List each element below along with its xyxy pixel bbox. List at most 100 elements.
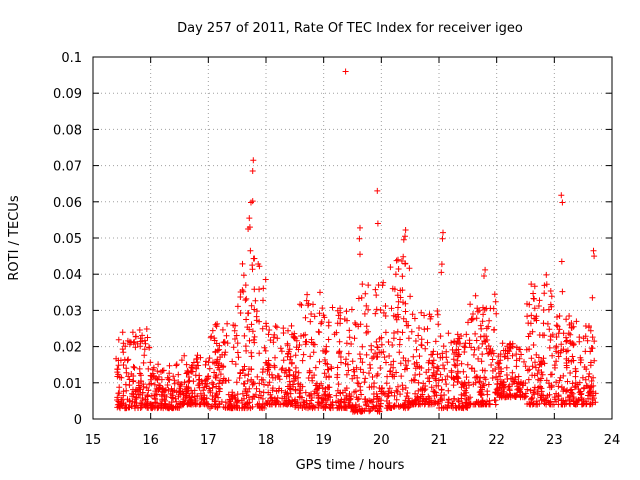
data-point	[216, 400, 223, 407]
data-point	[343, 340, 350, 347]
data-point	[445, 387, 452, 394]
data-point	[397, 360, 404, 367]
data-point	[537, 377, 544, 384]
y-axis-label: ROTI / TECUs	[7, 195, 22, 280]
data-point	[203, 376, 210, 383]
data-point	[458, 380, 465, 387]
x-axis-label: GPS time / hours	[296, 458, 405, 473]
axis-ticks	[92, 56, 613, 420]
data-point	[509, 352, 516, 359]
data-point	[260, 297, 266, 304]
data-point	[479, 318, 486, 325]
data-point	[430, 388, 437, 395]
data-point	[533, 351, 540, 358]
data-point	[249, 328, 256, 335]
data-point	[564, 337, 570, 344]
data-point	[451, 395, 458, 402]
data-point	[287, 353, 294, 360]
data-point	[333, 392, 340, 399]
data-point	[310, 349, 317, 356]
data-point	[171, 380, 178, 387]
data-point	[366, 397, 373, 404]
data-point	[507, 344, 513, 351]
data-point	[580, 397, 587, 404]
data-point	[302, 331, 309, 338]
data-point	[212, 321, 219, 328]
data-point	[577, 359, 584, 366]
data-point	[300, 351, 307, 358]
data-point	[197, 390, 204, 397]
data-point	[434, 351, 441, 358]
data-point	[148, 380, 155, 387]
data-point	[416, 371, 423, 378]
data-point	[445, 330, 452, 337]
data-point	[567, 338, 574, 345]
data-point	[370, 391, 377, 397]
data-point	[305, 302, 311, 309]
data-point	[217, 371, 224, 378]
data-point	[530, 290, 537, 297]
data-point	[173, 361, 180, 368]
data-point	[377, 403, 384, 410]
data-point	[516, 355, 523, 362]
data-point	[588, 383, 595, 390]
data-point	[438, 405, 445, 412]
data-point	[586, 370, 593, 377]
data-point	[473, 337, 480, 344]
data-point	[472, 330, 479, 337]
data-point	[450, 382, 457, 389]
data-point	[537, 384, 544, 391]
data-point	[481, 273, 487, 279]
data-point	[185, 369, 192, 376]
data-point	[245, 310, 252, 317]
data-point	[520, 382, 527, 389]
data-point	[504, 355, 511, 362]
data-point	[383, 359, 389, 366]
data-point	[242, 282, 249, 289]
data-point	[477, 388, 484, 395]
data-point	[285, 366, 292, 373]
data-point	[547, 371, 554, 378]
data-point	[342, 68, 349, 75]
data-point	[224, 320, 231, 327]
data-point	[312, 388, 318, 395]
data-point	[251, 286, 258, 293]
data-point	[504, 343, 511, 350]
data-point	[349, 358, 356, 365]
data-point	[316, 400, 323, 407]
data-point	[327, 401, 334, 408]
data-point	[343, 371, 350, 378]
data-point	[362, 399, 369, 405]
data-point	[119, 329, 126, 336]
data-point	[536, 332, 543, 338]
data-point	[413, 359, 420, 366]
data-point	[411, 398, 418, 404]
data-point	[558, 341, 565, 348]
data-point	[580, 385, 587, 392]
data-point	[456, 404, 463, 411]
data-point	[145, 387, 152, 394]
data-point	[421, 312, 428, 319]
data-point	[470, 351, 477, 358]
data-point	[560, 330, 567, 337]
data-point	[233, 402, 240, 409]
data-point	[165, 386, 172, 393]
data-point	[554, 314, 560, 320]
data-point	[528, 312, 535, 319]
data-point	[405, 335, 412, 342]
data-point	[243, 400, 250, 407]
data-point	[203, 401, 210, 408]
data-point	[326, 374, 332, 381]
data-point	[578, 390, 585, 397]
data-point	[531, 305, 538, 312]
data-point	[321, 356, 328, 363]
data-point	[393, 257, 400, 264]
data-point	[241, 372, 248, 379]
data-point	[438, 261, 445, 268]
data-point	[358, 391, 365, 398]
data-point	[316, 358, 323, 365]
data-point	[334, 307, 341, 314]
data-point	[170, 373, 177, 380]
data-point	[359, 281, 366, 288]
data-point	[467, 394, 474, 401]
